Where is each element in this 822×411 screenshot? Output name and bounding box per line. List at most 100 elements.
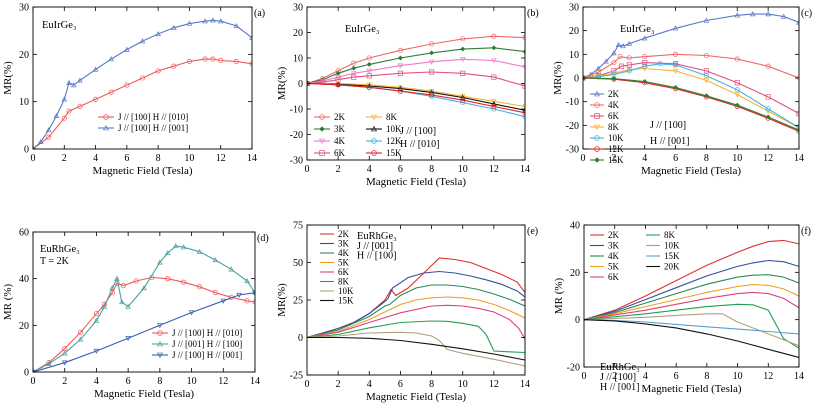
data-point xyxy=(124,46,130,52)
x-tick-label: 12 xyxy=(216,153,226,164)
y-tick-label: 10 xyxy=(569,50,579,61)
data-point xyxy=(765,63,771,69)
data-point xyxy=(673,84,679,91)
y-tick-label: 20 xyxy=(570,268,580,279)
sample-label: EuIrGe₃ xyxy=(620,24,655,35)
data-point xyxy=(78,329,84,335)
data-point xyxy=(397,70,403,76)
orientation-note: J // [100] xyxy=(400,126,436,137)
data-point xyxy=(522,104,525,110)
data-point xyxy=(703,78,710,84)
legend-marker xyxy=(594,102,600,108)
legend-entry: 6K xyxy=(334,148,346,158)
x-tick-label: 0 xyxy=(305,164,310,175)
data-point xyxy=(611,50,617,56)
series-line-6k xyxy=(583,62,799,114)
data-point xyxy=(351,65,357,71)
data-point xyxy=(165,276,171,282)
sample-label: EuRhGe₃ xyxy=(357,231,397,242)
series-line-8k xyxy=(583,67,799,129)
x-tick-label: 6 xyxy=(398,379,403,390)
legend-entry: 8K xyxy=(608,122,620,132)
orientation-note: H // [001] xyxy=(650,136,689,147)
data-point xyxy=(491,74,497,80)
data-point xyxy=(133,278,139,284)
plot-frame xyxy=(583,224,800,368)
panel-b: 0 2 4 6 8 10 12 14 -30 -20 -10 0 10 20 30 Magnetic Fiel… xyxy=(276,3,539,189)
data-point xyxy=(765,106,771,112)
y-axis-label: MR(%) xyxy=(276,66,288,100)
data-point xyxy=(244,278,250,284)
panel-label: (b) xyxy=(527,8,539,19)
plot-area xyxy=(33,17,252,149)
series-line-3k xyxy=(307,47,525,85)
data-point xyxy=(93,311,99,317)
orientation-note: H // [001] xyxy=(600,382,639,393)
legend-entry: 2K xyxy=(608,89,620,99)
legend-entry: 15K xyxy=(608,155,624,165)
series-line-j-100-h-001- xyxy=(33,292,255,372)
data-point xyxy=(46,360,52,366)
x-tick-label: 2 xyxy=(611,153,616,164)
data-point xyxy=(61,360,68,366)
panel-label: (c) xyxy=(801,8,812,19)
legend-entry: 3K xyxy=(338,239,350,249)
data-point xyxy=(491,45,497,51)
series-line-20k xyxy=(584,319,799,359)
panel-label: (a) xyxy=(254,8,265,19)
y-tick-label: 30 xyxy=(569,3,579,14)
series-line-4k xyxy=(583,53,799,79)
data-point xyxy=(212,290,218,296)
data-point xyxy=(459,57,466,63)
data-point xyxy=(491,33,497,39)
data-point xyxy=(46,134,52,140)
legend-entry: 4K xyxy=(338,248,350,258)
y-tick-label: 30 xyxy=(293,3,303,14)
data-point xyxy=(139,75,146,81)
x-tick-label: 4 xyxy=(643,371,648,382)
x-tick-label: 0 xyxy=(31,153,36,164)
data-point xyxy=(210,17,216,23)
x-axis-label: Magnetic Field (Tesla) xyxy=(94,388,194,400)
legend-entry: 10K xyxy=(386,124,402,134)
data-point xyxy=(459,94,466,100)
data-point xyxy=(38,138,44,145)
data-point xyxy=(109,285,116,291)
x-tick-label: 2 xyxy=(612,371,617,382)
legend-marker xyxy=(594,113,600,119)
data-point xyxy=(366,82,373,88)
y-tick-label: 50 xyxy=(293,258,303,269)
x-tick-label: 8 xyxy=(704,153,709,164)
sample-label: EuRhGe₃ xyxy=(600,362,640,373)
legend-marker xyxy=(319,126,325,132)
data-point xyxy=(765,11,771,17)
data-point xyxy=(460,97,466,103)
plot-area xyxy=(307,33,525,120)
data-point xyxy=(619,63,625,69)
data-point xyxy=(125,303,131,309)
x-tick-label: 2 xyxy=(62,153,67,164)
data-point xyxy=(429,69,435,75)
legend-entry: 6K xyxy=(608,111,620,121)
data-point xyxy=(642,63,648,69)
data-point xyxy=(366,61,372,67)
data-point xyxy=(170,24,177,30)
data-point xyxy=(611,76,617,82)
series-line-8k xyxy=(584,303,799,349)
x-tick-label: 10 xyxy=(732,153,742,164)
data-point xyxy=(157,323,163,329)
data-point xyxy=(93,96,99,102)
x-tick-label: 10 xyxy=(184,153,194,164)
x-tick-label: 0 xyxy=(582,371,587,382)
data-point xyxy=(139,38,146,44)
legend-entry: 4K xyxy=(608,100,620,110)
y-axis-label: MR (%) xyxy=(2,283,14,320)
data-point xyxy=(626,40,633,46)
data-point xyxy=(491,100,497,107)
y-tick-label: 20 xyxy=(569,26,579,37)
data-point xyxy=(672,68,679,74)
x-tick-label: 4 xyxy=(94,376,99,387)
data-point xyxy=(620,43,626,49)
y-tick-label: 20 xyxy=(293,28,303,39)
